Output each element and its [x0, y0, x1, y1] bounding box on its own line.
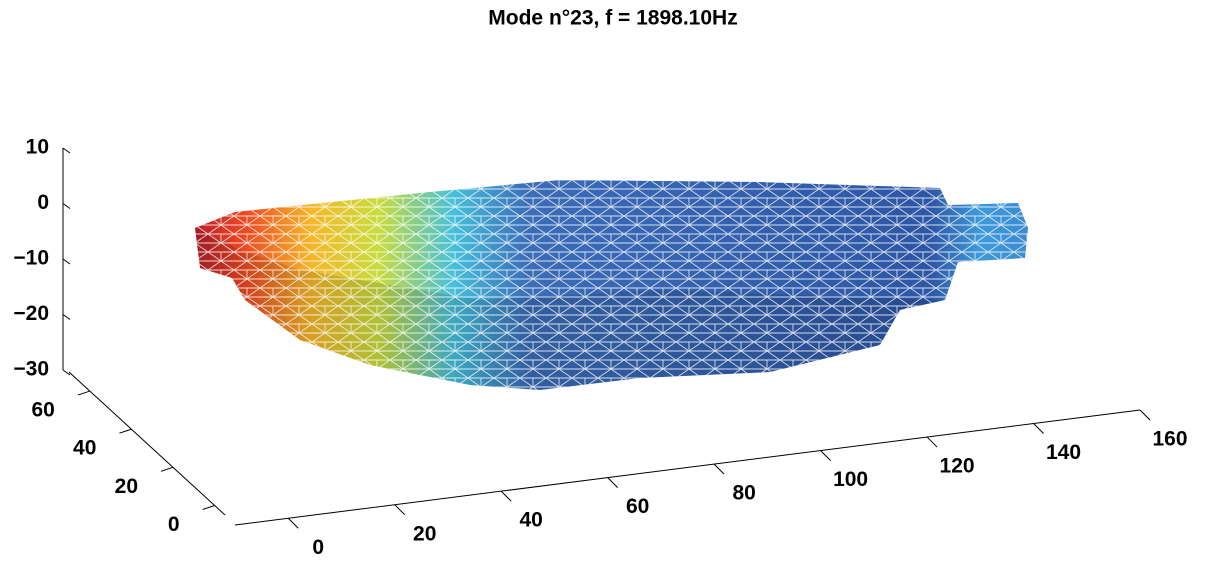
y-tick-label: 0	[168, 513, 180, 536]
z-tick-label: −30	[13, 358, 49, 381]
y-tick	[202, 504, 215, 510]
x-tick	[394, 504, 406, 516]
x-tick-label: 0	[312, 536, 324, 559]
z-tick	[62, 314, 71, 320]
z-tick	[62, 203, 71, 209]
z-tick-label: 0	[37, 191, 49, 214]
z-tick	[62, 147, 71, 154]
y-tick-label: 40	[73, 437, 96, 460]
x-tick-label: 120	[940, 455, 975, 478]
x-tick-label: 20	[413, 522, 436, 545]
z-tick	[62, 369, 71, 376]
x-tick-label: 160	[1152, 428, 1187, 451]
x-tick-label: 100	[833, 468, 868, 491]
x-tick	[1139, 409, 1151, 421]
z-tick	[62, 258, 71, 265]
y-tick	[160, 466, 174, 472]
x-tick	[607, 477, 619, 489]
x-axis	[234, 409, 1141, 526]
z-tick-label: −20	[13, 302, 49, 325]
x-tick-label: 80	[732, 482, 755, 505]
z-tick-label: −10	[13, 247, 49, 270]
chart-title: Mode n°23, f = 1898.10Hz	[488, 7, 737, 30]
x-tick	[1033, 423, 1044, 434]
mesh-body	[195, 180, 1028, 390]
x-tick	[820, 450, 831, 461]
y-tick-label: 20	[115, 475, 138, 498]
x-tick-label: 60	[626, 495, 649, 518]
y-axis	[68, 371, 226, 516]
y-tick	[77, 390, 90, 396]
x-tick-label: 140	[1046, 441, 1081, 464]
z-tick-label: 10	[26, 136, 49, 159]
x-tick	[500, 490, 512, 502]
x-tick	[713, 463, 725, 475]
x-tick	[287, 517, 299, 529]
y-tick-label: 60	[31, 399, 54, 422]
x-tick	[926, 436, 938, 448]
mesh-grid	[195, 180, 1028, 390]
y-tick	[119, 428, 132, 434]
x-tick-label: 40	[519, 509, 542, 532]
